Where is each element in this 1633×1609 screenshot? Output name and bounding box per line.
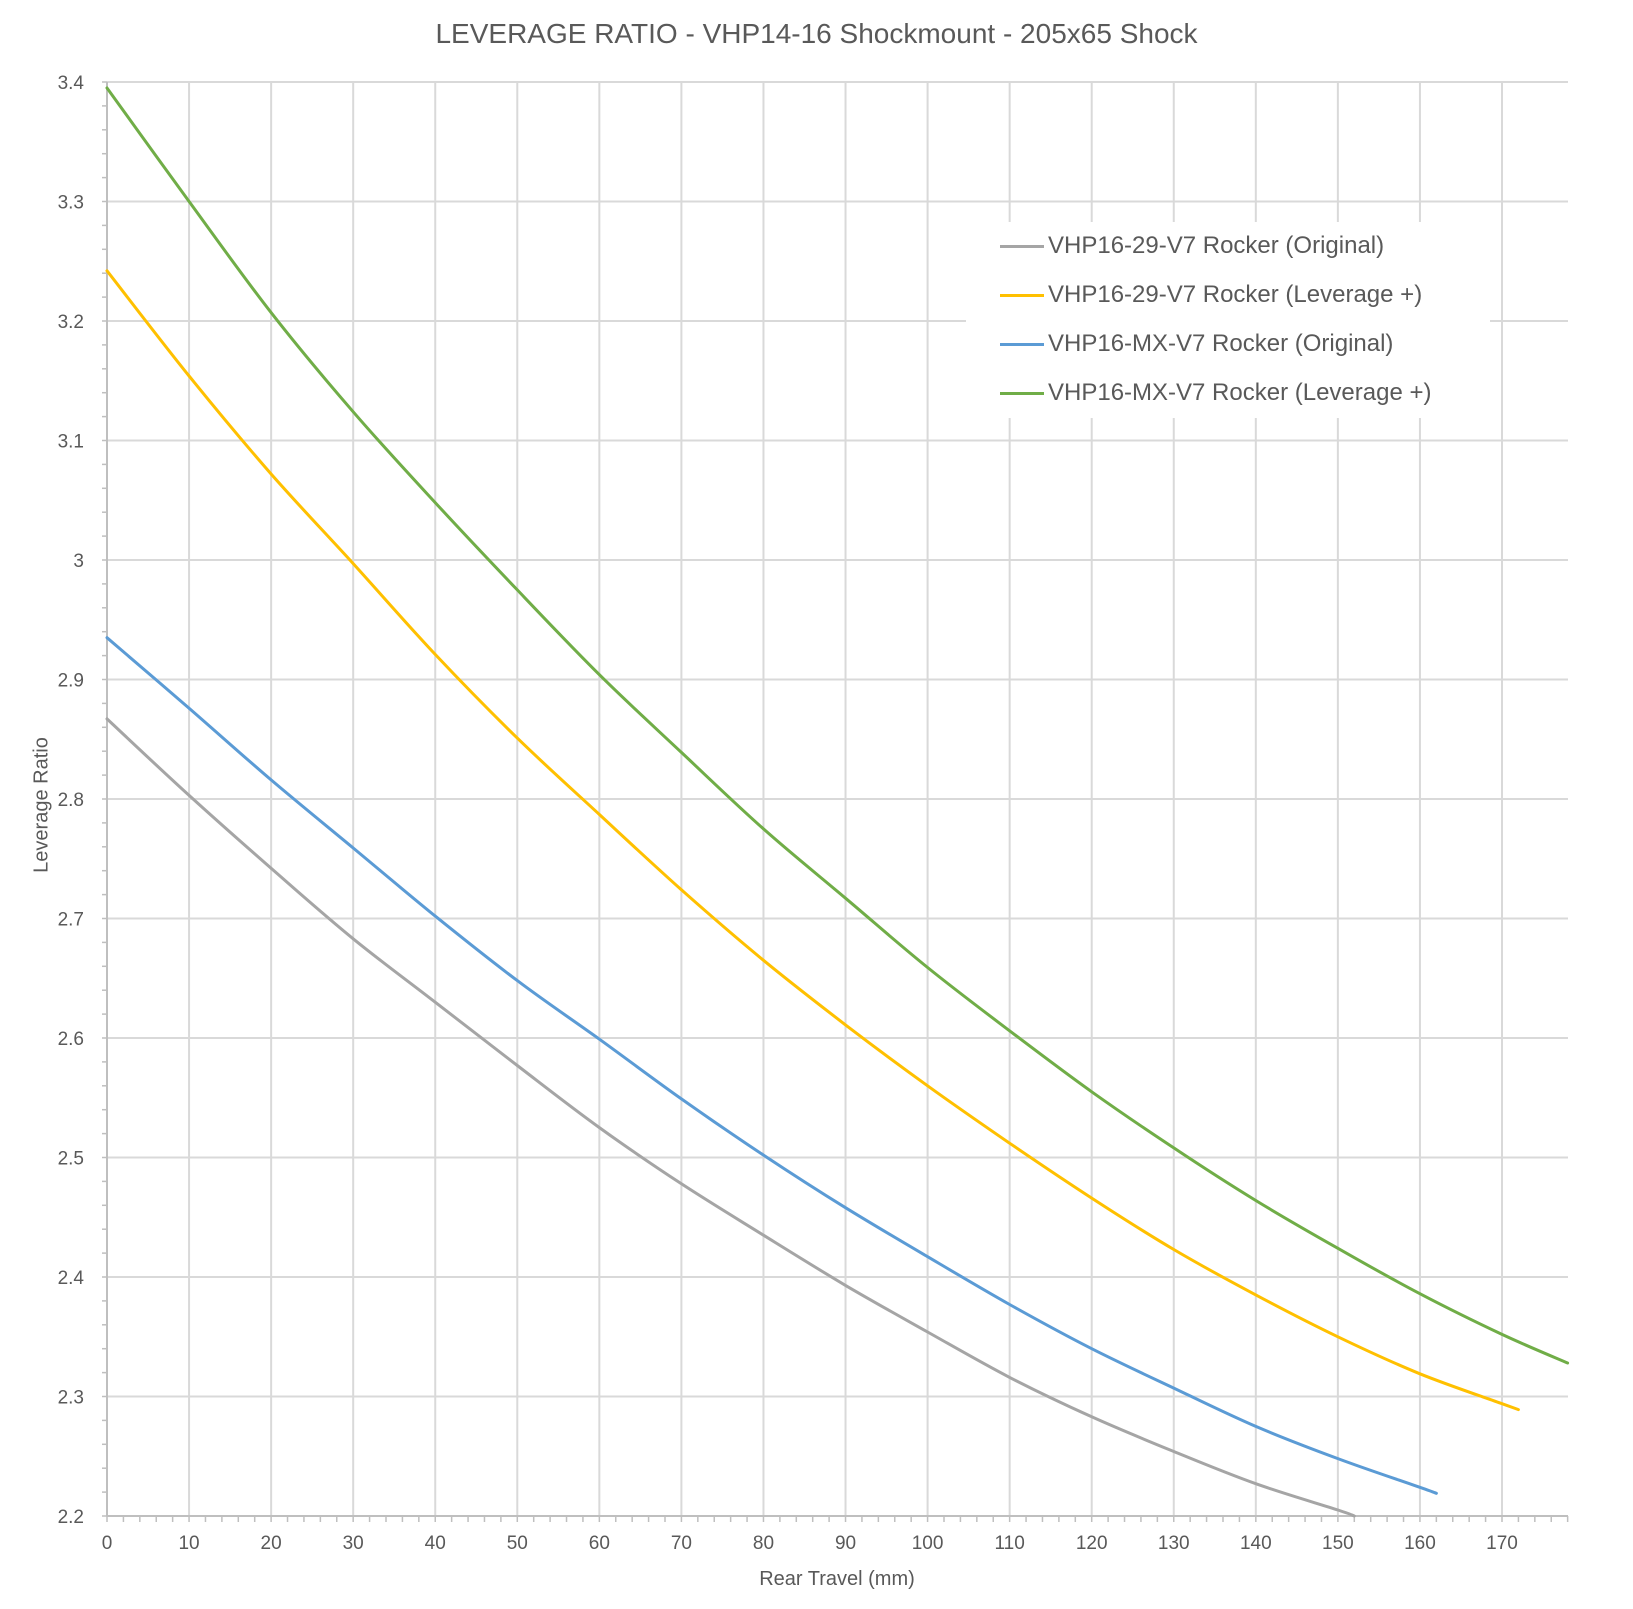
gridlines	[107, 81, 1568, 1516]
legend-swatch-blue-line-icon	[1000, 342, 1044, 346]
y-axis-title: Leverage Ratio	[30, 737, 53, 873]
x-tick-label: 170	[1486, 1533, 1518, 1554]
y-tick-label: 2.6	[58, 1029, 84, 1050]
chart-title: LEVERAGE RATIO - VHP14-16 Shockmount - 2…	[435, 18, 1198, 49]
y-tick-label: 2.5	[58, 1149, 84, 1170]
data-series	[105, 86, 1570, 1518]
legend-item-29-original: VHP16-29-V7 Rocker (Original)	[1000, 226, 1384, 266]
x-tick-label: 160	[1404, 1533, 1436, 1554]
x-tick-label: 90	[835, 1533, 856, 1554]
y-tick-label: 3.3	[58, 193, 84, 214]
x-tick-label: 30	[343, 1533, 364, 1554]
x-tick-label: 100	[912, 1533, 944, 1554]
legend-label: VHP16-29-V7 Rocker (Leverage +)	[1048, 281, 1423, 308]
legend-item-mx-leverage-plus: VHP16-MX-V7 Rocker (Leverage +)	[1000, 373, 1431, 413]
series-line-2	[105, 636, 1438, 1495]
legend-label: VHP16-29-V7 Rocker (Original)	[1048, 232, 1385, 259]
series-line-0	[105, 717, 1356, 1518]
y-tick-label: 2.3	[58, 1388, 84, 1409]
series-line-3	[105, 86, 1570, 1365]
y-tick-label: 3.2	[58, 312, 84, 333]
y-tick-label: 3.1	[58, 432, 84, 453]
y-tick-label: 3.4	[58, 73, 85, 94]
y-tick-label: 2.4	[58, 1268, 85, 1289]
legend-label: VHP16-MX-V7 Rocker (Original)	[1048, 330, 1394, 357]
x-tick-label: 140	[1240, 1533, 1272, 1554]
y-tick-label: 2.2	[58, 1507, 84, 1528]
y-tick-label: 2.8	[58, 790, 84, 811]
legend-item-mx-original: VHP16-MX-V7 Rocker (Original)	[1000, 324, 1393, 364]
x-tick-label: 60	[589, 1533, 610, 1554]
legend-swatch-yellow-line-icon	[1000, 293, 1044, 297]
x-tick-label: 20	[261, 1533, 282, 1554]
x-axis-title: Rear Travel (mm)	[759, 1568, 915, 1590]
x-tick-label: 0	[102, 1533, 113, 1554]
legend-swatch-gray-line-icon	[1000, 244, 1044, 248]
y-tick-label: 2.9	[58, 671, 84, 692]
x-tick-label: 70	[671, 1533, 692, 1554]
legend-swatch-green-line-icon	[1000, 391, 1044, 395]
tick-labels: 2.2 2.3 2.4 2.5 2.6 2.7 2.8 2.9 3 3.1 3.2 3.3 3.4 0 10…	[58, 73, 1518, 1554]
legend-label: VHP16-MX-V7 Rocker (Leverage +)	[1048, 379, 1432, 406]
y-tick-label: 3	[73, 551, 84, 572]
x-tick-label: 10	[178, 1533, 199, 1554]
x-tick-label: 120	[1076, 1533, 1108, 1554]
legend-item-29-leverage-plus: VHP16-29-V7 Rocker (Leverage +)	[1000, 275, 1422, 315]
x-tick-label: 130	[1158, 1533, 1190, 1554]
x-tick-label: 150	[1322, 1533, 1354, 1554]
series-line-1	[105, 269, 1520, 1412]
y-tick-label: 2.7	[58, 910, 84, 931]
legend: VHP16-29-V7 Rocker (Original) VHP16-29-V…	[966, 222, 1490, 418]
x-tick-label: 40	[425, 1533, 446, 1554]
x-tick-label: 110	[994, 1533, 1024, 1554]
axes	[102, 81, 1569, 1522]
x-tick-label: 50	[507, 1533, 528, 1554]
x-tick-label: 80	[753, 1533, 774, 1554]
